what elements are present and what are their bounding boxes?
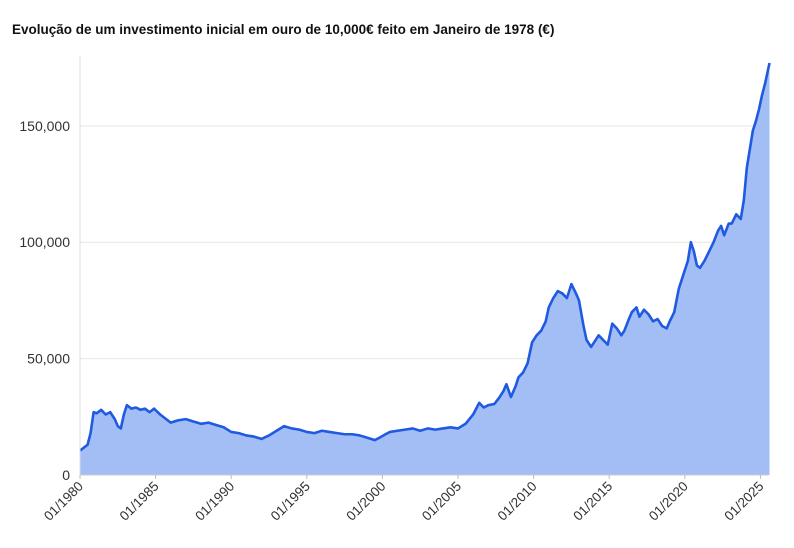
y-tick-label: 150,000 (19, 118, 70, 134)
x-tick-label: 01/1995 (268, 479, 313, 524)
y-tick-label: 50,000 (27, 351, 70, 367)
y-axis: 0 50,000 100,000 150,000 (19, 56, 81, 483)
x-tick-label: 01/1985 (117, 479, 162, 524)
series-line (79, 62, 771, 452)
area-fill (80, 62, 770, 475)
chart-title: Evolução de um investimento inicial em o… (12, 22, 555, 37)
series-area (80, 62, 770, 475)
grid-lines (80, 125, 768, 360)
x-tick-label: 01/2005 (419, 479, 464, 524)
x-tick-label: 01/2015 (570, 479, 615, 524)
x-tick-label: 01/1990 (192, 479, 237, 524)
series-line-path (79, 62, 771, 452)
x-tick-label: 01/2010 (495, 479, 540, 524)
x-tick-label: 01/2025 (721, 479, 766, 524)
x-tick-label: 01/2020 (646, 479, 691, 524)
y-tick-label: 0 (62, 467, 70, 483)
x-tick-label: 01/1980 (41, 479, 86, 524)
y-tick-label: 100,000 (19, 234, 70, 250)
x-axis: 01/1980 01/1985 01/1990 01/1995 01/2000 01/20… (41, 474, 768, 524)
x-tick-label: 01/2000 (343, 479, 388, 524)
